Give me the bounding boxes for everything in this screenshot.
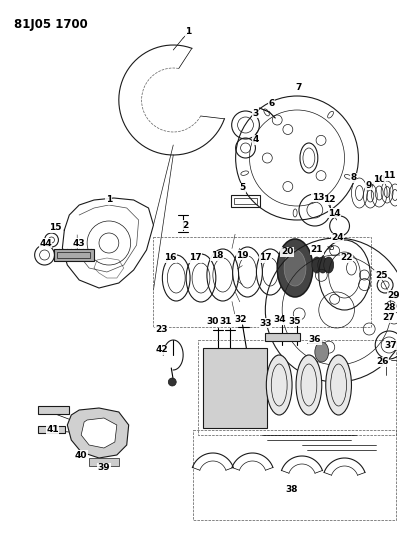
Text: 24: 24 [331, 233, 344, 243]
Text: 27: 27 [382, 313, 395, 322]
Text: 42: 42 [155, 345, 168, 354]
Text: 17: 17 [189, 254, 201, 262]
Ellipse shape [315, 342, 329, 362]
Bar [193, 430, 396, 520]
Text: 8: 8 [350, 174, 356, 182]
Text: 38: 38 [286, 486, 298, 495]
Text: 35: 35 [289, 317, 301, 326]
Text: 41: 41 [46, 425, 59, 434]
Text: 12: 12 [324, 196, 336, 205]
Bar [38, 426, 65, 433]
Text: 29: 29 [388, 290, 400, 300]
Text: 44: 44 [39, 238, 52, 247]
Text: 36: 36 [309, 335, 321, 344]
Text: 34: 34 [273, 316, 286, 325]
Polygon shape [67, 408, 129, 458]
Text: 7: 7 [296, 84, 302, 93]
Ellipse shape [296, 355, 322, 415]
Text: x5: x5 [327, 245, 335, 251]
Bar [55, 249, 94, 261]
Text: 17: 17 [259, 254, 271, 262]
Bar [234, 198, 257, 204]
Text: 11: 11 [383, 172, 395, 181]
Text: 19: 19 [236, 251, 249, 260]
Text: 26: 26 [376, 358, 389, 367]
Text: 13: 13 [312, 192, 324, 201]
Bar [203, 348, 267, 428]
Text: 40: 40 [75, 450, 87, 459]
Ellipse shape [266, 355, 292, 415]
Text: 20: 20 [281, 247, 293, 256]
Text: 31: 31 [219, 317, 232, 326]
Text: 15: 15 [49, 223, 62, 232]
Circle shape [168, 378, 176, 386]
Text: 6: 6 [268, 99, 274, 108]
Ellipse shape [312, 257, 322, 273]
Text: 2: 2 [182, 221, 188, 230]
Text: 43: 43 [73, 238, 85, 247]
Ellipse shape [318, 257, 328, 273]
Polygon shape [81, 418, 117, 448]
Text: 1: 1 [106, 196, 112, 205]
Text: 37: 37 [385, 341, 397, 350]
Text: 39: 39 [97, 464, 110, 472]
Text: 81J05 1700: 81J05 1700 [14, 18, 87, 31]
Text: 16: 16 [164, 254, 176, 262]
Bar [57, 252, 90, 258]
Text: 28: 28 [383, 303, 395, 312]
Text: 5: 5 [239, 183, 246, 192]
Text: 14: 14 [328, 208, 341, 217]
Text: 32: 32 [234, 314, 247, 324]
Bar [231, 195, 260, 207]
Bar [89, 458, 119, 466]
Bar [198, 340, 396, 435]
Text: 3: 3 [252, 109, 259, 117]
Text: 33: 33 [259, 319, 271, 327]
Text: 9: 9 [365, 181, 371, 190]
Bar [154, 237, 371, 327]
Text: 4: 4 [252, 135, 259, 144]
Text: 21: 21 [310, 246, 323, 254]
Text: 22: 22 [340, 254, 353, 262]
Text: 1: 1 [185, 28, 191, 36]
Text: 10: 10 [373, 174, 385, 183]
Text: 23: 23 [155, 326, 168, 335]
Text: 30: 30 [207, 318, 219, 327]
Ellipse shape [277, 239, 313, 297]
Ellipse shape [284, 250, 306, 286]
Bar [265, 333, 300, 341]
Text: 25: 25 [375, 271, 387, 279]
Ellipse shape [324, 257, 334, 273]
Text: 18: 18 [211, 252, 223, 261]
Ellipse shape [326, 355, 351, 415]
Bar [38, 406, 69, 414]
